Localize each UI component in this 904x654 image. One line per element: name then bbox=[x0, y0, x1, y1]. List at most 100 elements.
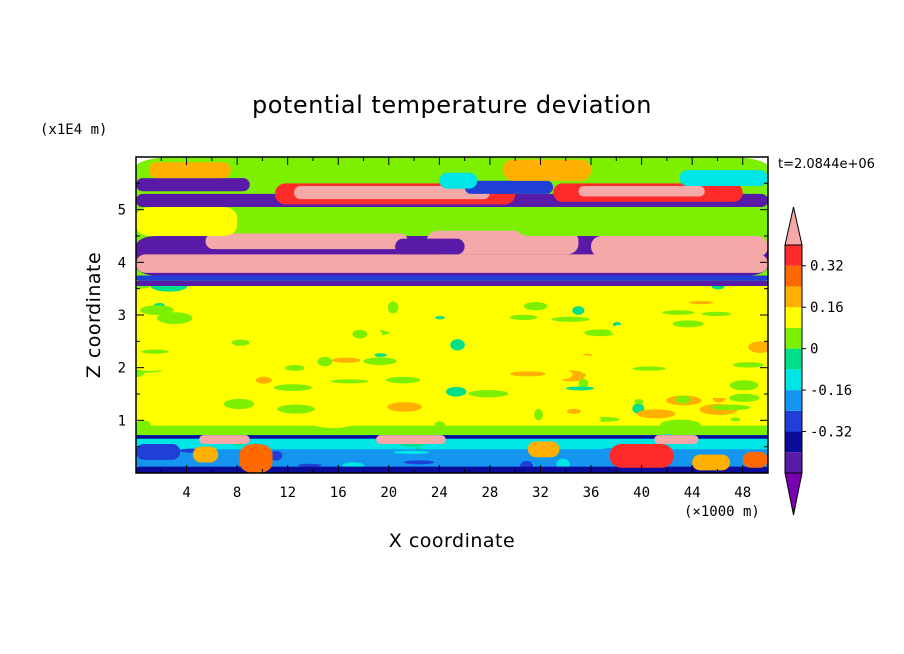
field-region bbox=[395, 238, 465, 255]
field-patch bbox=[136, 412, 145, 417]
field-patch bbox=[330, 379, 369, 384]
y-tick-label: 1 bbox=[118, 413, 126, 429]
colorbar-label: -0.16 bbox=[810, 383, 852, 399]
field-patch bbox=[534, 409, 543, 421]
colorbar-box bbox=[785, 245, 802, 266]
field-patch bbox=[403, 460, 435, 465]
colorbar-box bbox=[785, 390, 802, 411]
field-patch bbox=[199, 380, 238, 384]
heatmap-field bbox=[136, 157, 768, 473]
field-patch bbox=[636, 409, 676, 419]
field-patch bbox=[510, 371, 546, 377]
colorbar-box bbox=[785, 265, 802, 287]
field-patch bbox=[710, 404, 751, 411]
field-patch bbox=[352, 291, 372, 303]
field-region bbox=[578, 185, 705, 197]
field-patch bbox=[748, 341, 768, 353]
colorbar-box bbox=[785, 410, 802, 432]
y-tick-label: 4 bbox=[118, 255, 126, 271]
field-region bbox=[692, 454, 731, 471]
field-patch bbox=[284, 364, 305, 371]
colorbar-box bbox=[785, 327, 802, 349]
field-patch bbox=[732, 362, 764, 368]
field-patch bbox=[450, 339, 465, 351]
field-patch bbox=[156, 312, 193, 325]
x-tick-label: 44 bbox=[684, 485, 701, 501]
field-patch bbox=[352, 329, 368, 339]
field-patch bbox=[565, 386, 595, 391]
field-patch bbox=[246, 362, 263, 374]
field-region bbox=[192, 446, 219, 463]
field-patch bbox=[363, 357, 397, 365]
field-patch bbox=[714, 354, 728, 360]
field-region bbox=[742, 451, 768, 468]
field-patch bbox=[539, 368, 573, 380]
field-patch bbox=[231, 339, 250, 346]
field-patch bbox=[315, 340, 334, 352]
field-patch bbox=[672, 320, 704, 328]
field-region bbox=[136, 435, 768, 439]
colorbar-frame bbox=[784, 244, 803, 474]
y-unit-label: (x1E4 m) bbox=[40, 122, 107, 138]
x-tick-label: 48 bbox=[734, 485, 751, 501]
field-patch bbox=[701, 311, 732, 316]
x-tick-label: 4 bbox=[182, 485, 190, 501]
field-patch bbox=[162, 383, 193, 391]
field-patch bbox=[223, 398, 255, 410]
field-patch bbox=[273, 384, 312, 391]
field-patch bbox=[385, 376, 421, 384]
colorbar-box bbox=[785, 452, 802, 473]
field-patch bbox=[269, 450, 283, 461]
field-patch bbox=[729, 393, 760, 402]
field-patch bbox=[632, 366, 666, 371]
x-tick-label: 36 bbox=[583, 485, 600, 501]
field-region bbox=[502, 159, 592, 181]
x-tick-label: 8 bbox=[233, 485, 241, 501]
field-region bbox=[294, 185, 490, 200]
field-patch bbox=[331, 357, 361, 363]
field-region bbox=[376, 435, 446, 445]
field-patch bbox=[729, 380, 759, 391]
field-patch bbox=[273, 376, 297, 380]
field-patch bbox=[556, 322, 590, 329]
field-patch bbox=[277, 404, 315, 414]
field-patch bbox=[137, 387, 167, 398]
field-region bbox=[239, 444, 273, 473]
field-patch bbox=[393, 450, 430, 454]
field-patch bbox=[387, 402, 422, 412]
colorbar-box bbox=[785, 431, 802, 453]
field-region bbox=[136, 280, 768, 430]
field-region bbox=[515, 207, 768, 236]
field-region bbox=[136, 254, 768, 273]
field-patch bbox=[312, 419, 354, 428]
field-region bbox=[591, 236, 768, 258]
field-patch bbox=[140, 305, 174, 316]
field-region bbox=[136, 280, 768, 287]
colorbar-label: 0 bbox=[810, 342, 818, 358]
colorbar-label: 0.16 bbox=[810, 300, 844, 316]
field-region bbox=[136, 178, 250, 192]
field-patch bbox=[591, 405, 602, 412]
field-patch bbox=[703, 391, 737, 399]
field-patch bbox=[578, 378, 589, 389]
field-patch bbox=[516, 346, 552, 357]
field-patch bbox=[380, 351, 406, 360]
x-tick-label: 12 bbox=[279, 485, 296, 501]
field-patch bbox=[455, 327, 490, 337]
field-patch bbox=[634, 399, 644, 405]
colorbar-box bbox=[785, 369, 802, 391]
field-patch bbox=[434, 421, 446, 429]
y-tick-label: 2 bbox=[118, 361, 126, 377]
field-patch bbox=[551, 316, 590, 322]
colorbar-label: -0.32 bbox=[810, 425, 852, 441]
field-patch bbox=[374, 353, 387, 357]
field-patch bbox=[662, 310, 695, 315]
field-region bbox=[136, 207, 238, 236]
field-patch bbox=[141, 349, 169, 354]
field-patch bbox=[297, 463, 322, 467]
field-patch bbox=[136, 420, 151, 430]
chart-title: potential temperature deviation bbox=[252, 91, 652, 119]
field-patch bbox=[584, 329, 617, 337]
field-patch bbox=[523, 301, 548, 311]
